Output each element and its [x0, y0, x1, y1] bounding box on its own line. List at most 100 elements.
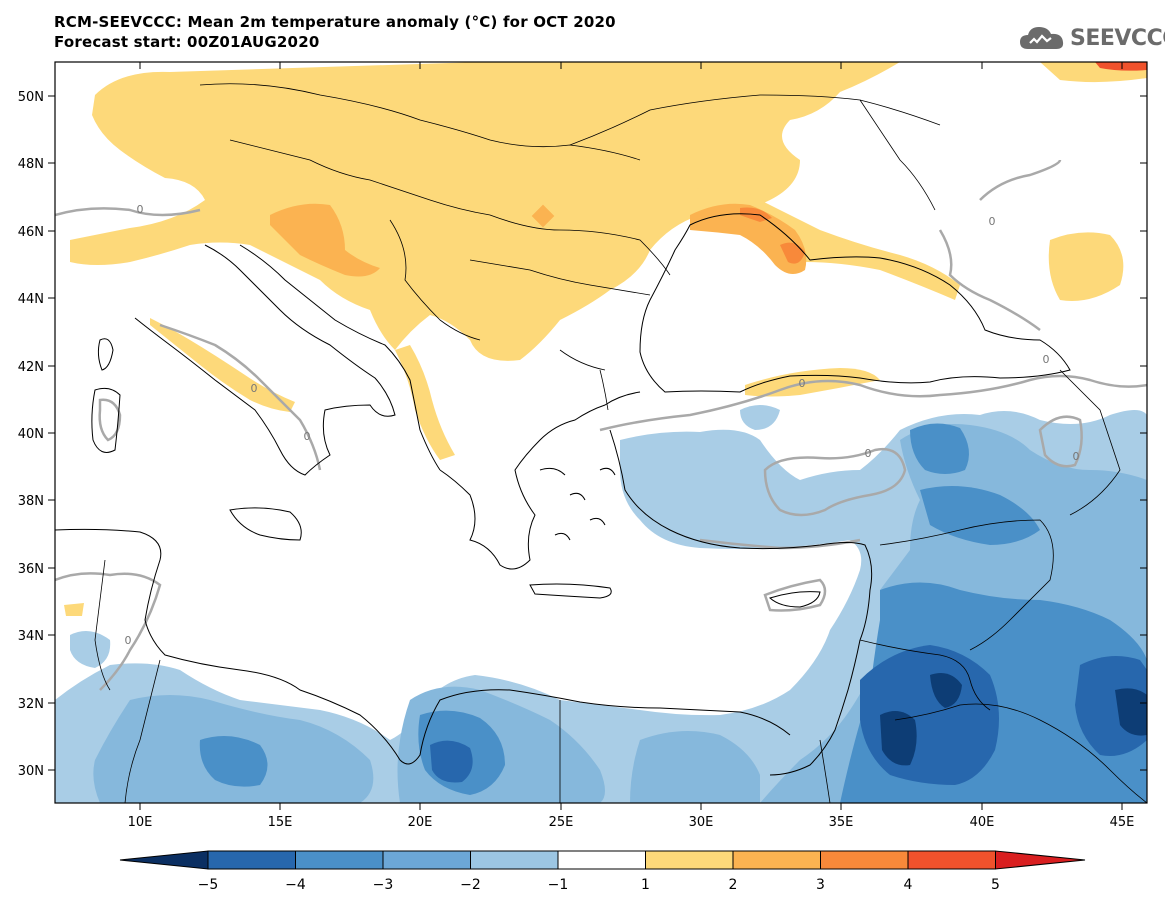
coastlines — [55, 213, 1071, 776]
coastline-sardinia — [91, 387, 121, 453]
colorbar-segment — [557, 850, 646, 870]
border-tunisia-algeria — [94, 559, 111, 691]
lat-label: 36N — [18, 562, 44, 577]
map-title: RCM-SEEVCCC: Mean 2m temperature anomaly… — [54, 12, 616, 52]
colorbar-label: −3 — [373, 877, 394, 893]
colorbar-label: −2 — [460, 877, 481, 893]
colorbar-segment — [382, 850, 471, 870]
zero-contour-sardinia — [98, 398, 122, 442]
border-egypt-sudan — [819, 739, 831, 803]
longitude-axis — [139, 62, 1123, 810]
warm-anomaly-region-adriatic — [395, 345, 455, 460]
zero-contour-anatolia-inner — [763, 447, 907, 517]
border-saudi — [894, 703, 1147, 803]
lat-label: 46N — [18, 225, 44, 240]
warm-anomaly-strong-spot-africa — [64, 603, 84, 616]
cool-anomaly-region-black-sea-south — [740, 405, 780, 430]
coastline-italy — [134, 244, 396, 476]
border-balkans-1 — [389, 219, 481, 341]
border-russia — [859, 99, 936, 211]
cloud-icon — [1020, 27, 1064, 49]
lon-label: 45E — [1110, 815, 1135, 830]
lon-label: 20E — [408, 815, 433, 830]
colorbar-right-arrow — [995, 850, 1086, 870]
colorbar-segment — [907, 850, 996, 870]
cool-anomaly-extreme-jordan — [880, 711, 917, 766]
zero-contour-anatolia — [599, 374, 1147, 432]
latitude-axis — [48, 95, 1147, 771]
colorbar-left-arrow — [119, 850, 209, 870]
zero-contour-africa — [55, 572, 162, 691]
zero-contour-iran — [1038, 415, 1083, 468]
warm-anomaly-region-italy — [150, 318, 295, 412]
colorbar-segment — [645, 850, 734, 870]
contour-label-adriatic: 0 — [251, 382, 258, 395]
coastline-north-africa — [55, 528, 791, 765]
cool-anomaly-extreme-saudi — [930, 672, 962, 708]
lon-label: 30E — [689, 815, 714, 830]
lat-label: 30N — [18, 764, 44, 779]
border-turkey-greece — [599, 369, 609, 411]
colorbar-labels: −5 −4 −3 −2 −1 1 2 3 4 5 — [198, 877, 1000, 893]
colorbar-label: −1 — [548, 877, 569, 893]
contour-label-italy: 0 — [304, 430, 311, 443]
logo-text: SEEVCCC — [1070, 25, 1165, 51]
border-ukraine — [569, 94, 941, 146]
colorbar — [119, 850, 1086, 870]
coastline-levant — [769, 639, 861, 776]
contour-label-west: 0 — [125, 634, 132, 647]
title-line-1: RCM-SEEVCCC: Mean 2m temperature anomaly… — [54, 13, 616, 31]
border-central-europe-2 — [229, 139, 491, 216]
lon-label: 10E — [128, 815, 153, 830]
lon-label: 25E — [549, 815, 574, 830]
coastline-sicily — [229, 507, 302, 541]
colorbar-segment — [470, 850, 559, 870]
map-area: 0 0 0 0 0 0 0 0 0 — [55, 62, 1147, 803]
lon-label: 40E — [970, 815, 995, 830]
coastline-corsica — [97, 338, 114, 371]
colorbar-segment — [207, 850, 296, 870]
warm-anomaly-strong-black-sea-coast — [690, 203, 807, 274]
zero-contour-ukraine — [979, 159, 1062, 201]
lat-label: 38N — [18, 494, 44, 509]
longitude-labels: 10E 15E 20E 25E 30E 35E 40E 45E — [128, 815, 1135, 830]
lat-label: 42N — [18, 360, 44, 375]
lon-label: 35E — [829, 815, 854, 830]
colorbar-segment — [732, 850, 821, 870]
cool-anomaly-medium-egypt-east — [630, 731, 760, 803]
colorbar-segment — [820, 850, 909, 870]
coastline-turkey-south — [609, 429, 873, 641]
zero-contour-italy — [159, 323, 322, 471]
colorbar-label: 5 — [991, 877, 1000, 893]
title-line-2: Forecast start: 00Z01AUG2020 — [54, 33, 320, 51]
contour-label-ukraine: 0 — [989, 215, 996, 228]
contour-label-europe: 0 — [137, 203, 144, 216]
colorbar-label: 4 — [904, 877, 913, 893]
contour-label-caucasus: 0 — [1043, 353, 1050, 366]
coastline-aegean-islands — [539, 467, 616, 541]
border-turkey-bulgaria — [559, 349, 606, 371]
seevccc-logo: SEEVCCC — [1018, 20, 1165, 56]
country-borders — [94, 83, 1147, 803]
lat-label: 50N — [18, 90, 44, 105]
lat-label: 44N — [18, 292, 44, 307]
colorbar-label: 1 — [641, 877, 650, 893]
warm-anomaly-strong-croatia — [270, 203, 380, 277]
cool-anomaly-region-africa-west — [70, 631, 111, 668]
warm-anomaly-hot-spot-crimea — [780, 242, 805, 264]
border-libya-tunisia — [124, 659, 161, 803]
lat-label: 40N — [18, 427, 44, 442]
latitude-labels: 50N 48N 46N 44N 42N 40N 38N 36N 34N 32N … — [18, 90, 44, 779]
coastline-cyprus — [769, 591, 821, 608]
zero-contour-europe-west — [55, 207, 201, 217]
lon-label: 15E — [268, 815, 293, 830]
lat-label: 32N — [18, 697, 44, 712]
warm-anomaly-region-caucasus — [1048, 232, 1124, 301]
colorbar-label: 3 — [816, 877, 825, 893]
lat-label: 34N — [18, 629, 44, 644]
zero-contour-cyprus — [763, 578, 827, 612]
border-jordan — [859, 639, 991, 711]
coastline-greece — [439, 391, 641, 570]
border-balkans-2 — [469, 259, 651, 296]
